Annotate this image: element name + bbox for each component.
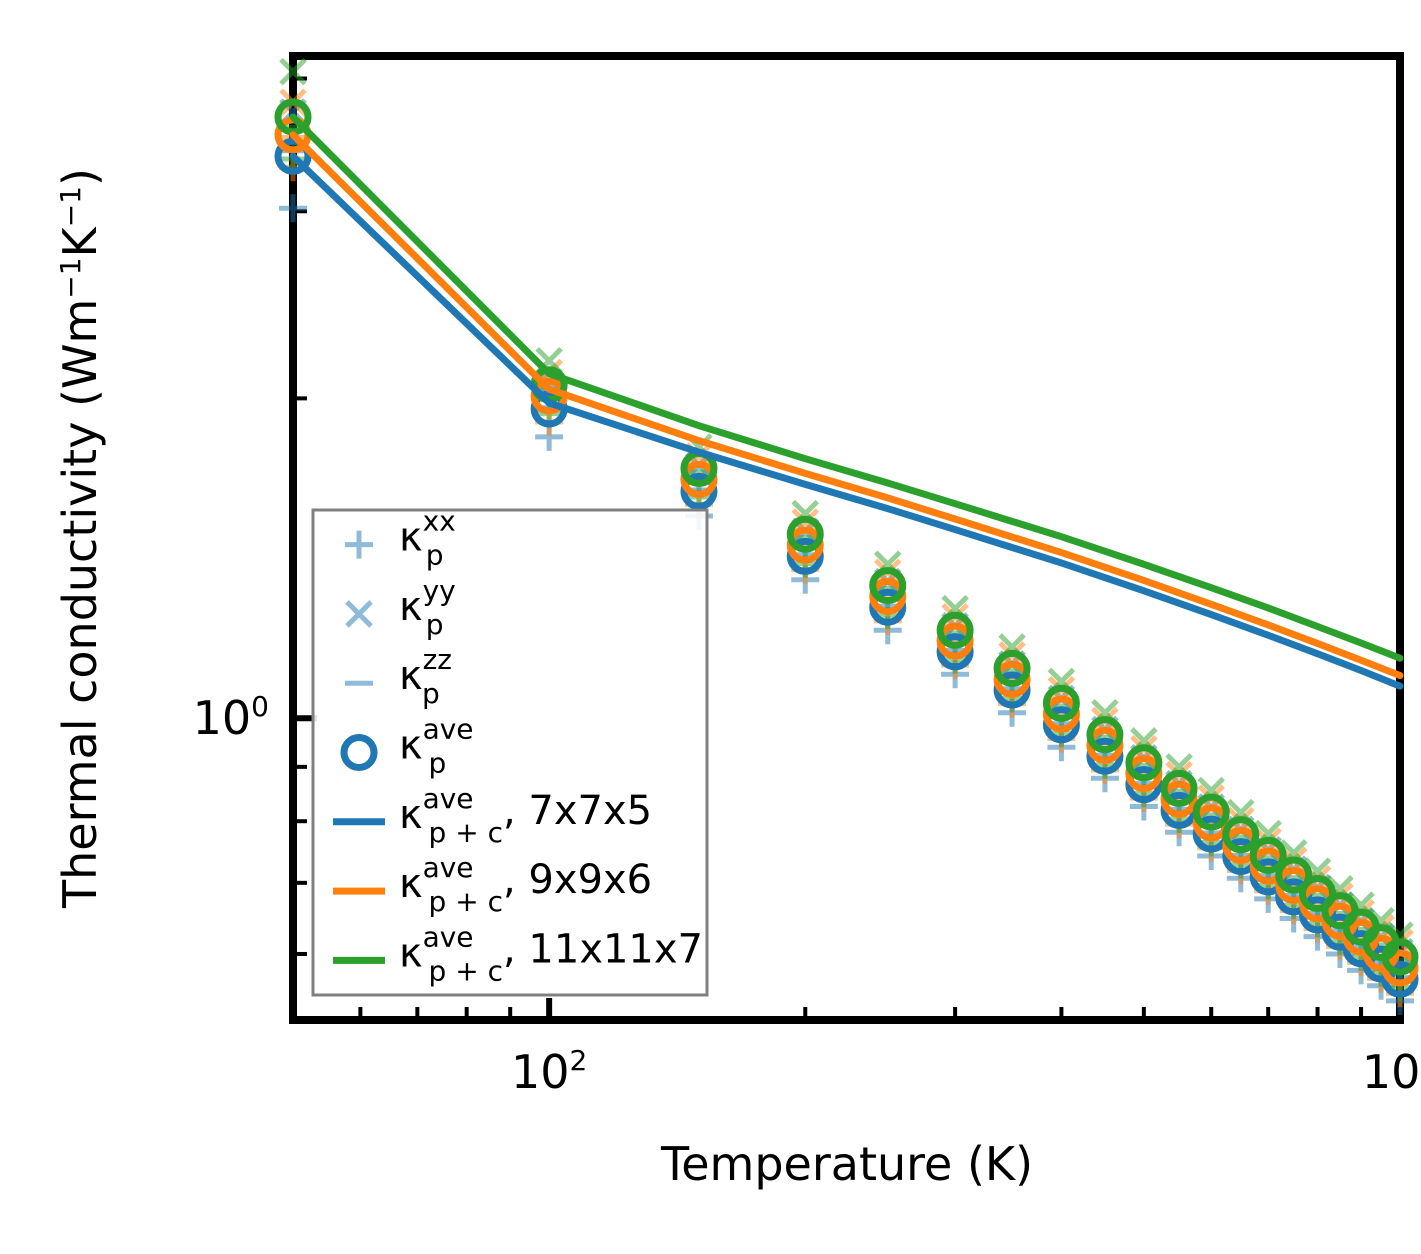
x-tick-label: 103	[1362, 1044, 1421, 1099]
legend-label: κyy p	[399, 574, 456, 641]
axis-ticks: 102 103 100	[193, 76, 1421, 1099]
series-group	[274, 57, 1419, 1015]
marker-circle	[1275, 856, 1313, 894]
legend-label: κzz p	[399, 643, 452, 710]
marker-circle	[680, 460, 718, 498]
marker-circle	[1381, 938, 1419, 976]
marker-circle	[786, 537, 824, 575]
trend-line	[289, 152, 1404, 690]
legend-label: κave p + c, 11x11x7	[399, 920, 703, 987]
marker-circle	[274, 137, 312, 175]
svg-text:Thermal conductivity (Wm−1K−1): Thermal conductivity (Wm−1K−1)	[53, 168, 107, 909]
marker-circle	[936, 611, 974, 649]
x-tick-label: 102	[511, 1044, 587, 1099]
y-axis-label-sup2: −1	[54, 186, 87, 227]
y-axis-label-prefix: Thermal conductivity (Wm	[53, 299, 107, 909]
x-axis-label-text: Temperature (K)	[660, 1137, 1033, 1191]
marker-circle	[1299, 874, 1337, 912]
marker-circle	[1275, 878, 1313, 916]
legend-item[interactable]: κave p	[340, 713, 474, 780]
legend-item[interactable]: κave p + c, 7x7x5	[333, 782, 652, 849]
marker-circle	[993, 660, 1031, 698]
y-axis-label-sup1: −1	[54, 257, 87, 298]
trend-line	[289, 113, 1404, 662]
marker-circle	[1160, 769, 1198, 807]
legend-box	[311, 508, 709, 997]
legend-item[interactable]: κave p + c, 9x9x6	[333, 851, 652, 918]
legend-label: κave p	[399, 713, 474, 780]
marker-circle	[1192, 793, 1230, 831]
marker-circle	[1042, 695, 1080, 733]
legend-item[interactable]: κxx p	[345, 505, 456, 572]
y-tick-label: 100	[193, 690, 269, 745]
marker-circle	[680, 472, 718, 510]
plot-frame	[289, 52, 1404, 1024]
marker-circle	[1192, 804, 1230, 842]
marker-circle	[869, 567, 907, 605]
x-axis-label: Temperature (K)	[660, 1137, 1033, 1191]
marker-circle	[1086, 737, 1124, 775]
trend-line	[289, 131, 1404, 680]
marker-circle	[786, 515, 824, 553]
y-axis-label-suffix: )	[53, 168, 107, 186]
marker-circle	[786, 526, 824, 564]
marker-circle	[1160, 780, 1198, 818]
marker-circle	[1299, 896, 1337, 934]
legend-label: κxx p	[399, 505, 456, 572]
marker-circle	[1042, 684, 1080, 722]
marker-circle	[340, 734, 378, 771]
marker-circle	[1125, 744, 1163, 782]
marker-circle	[869, 577, 907, 615]
marker-plus	[279, 194, 307, 223]
legend-item[interactable]: κzz p	[345, 643, 452, 710]
marker-circle	[1249, 836, 1287, 874]
marker-circle	[1222, 816, 1260, 854]
series-circle	[274, 137, 1419, 998]
legend-item[interactable]: κyy p	[345, 574, 456, 641]
y-axis-label: Thermal conductivity (Wm−1K−1)	[53, 168, 107, 909]
legend-item[interactable]: κave p + c, 11x11x7	[333, 920, 703, 987]
trend-lines-group	[289, 113, 1404, 690]
legend-label: κave p + c, 7x7x5	[399, 782, 652, 849]
marker-circle	[1381, 960, 1419, 998]
legend-label: κave p + c, 9x9x6	[399, 851, 652, 918]
y-axis-label-mid: K	[53, 225, 107, 257]
marker-cross	[279, 57, 307, 86]
marker-circle	[993, 649, 1031, 687]
marker-circle	[1381, 949, 1419, 987]
marker-plus	[345, 530, 373, 559]
marker-circle	[1125, 766, 1163, 804]
marker-circle	[1086, 716, 1124, 754]
marker-cross	[345, 600, 373, 628]
